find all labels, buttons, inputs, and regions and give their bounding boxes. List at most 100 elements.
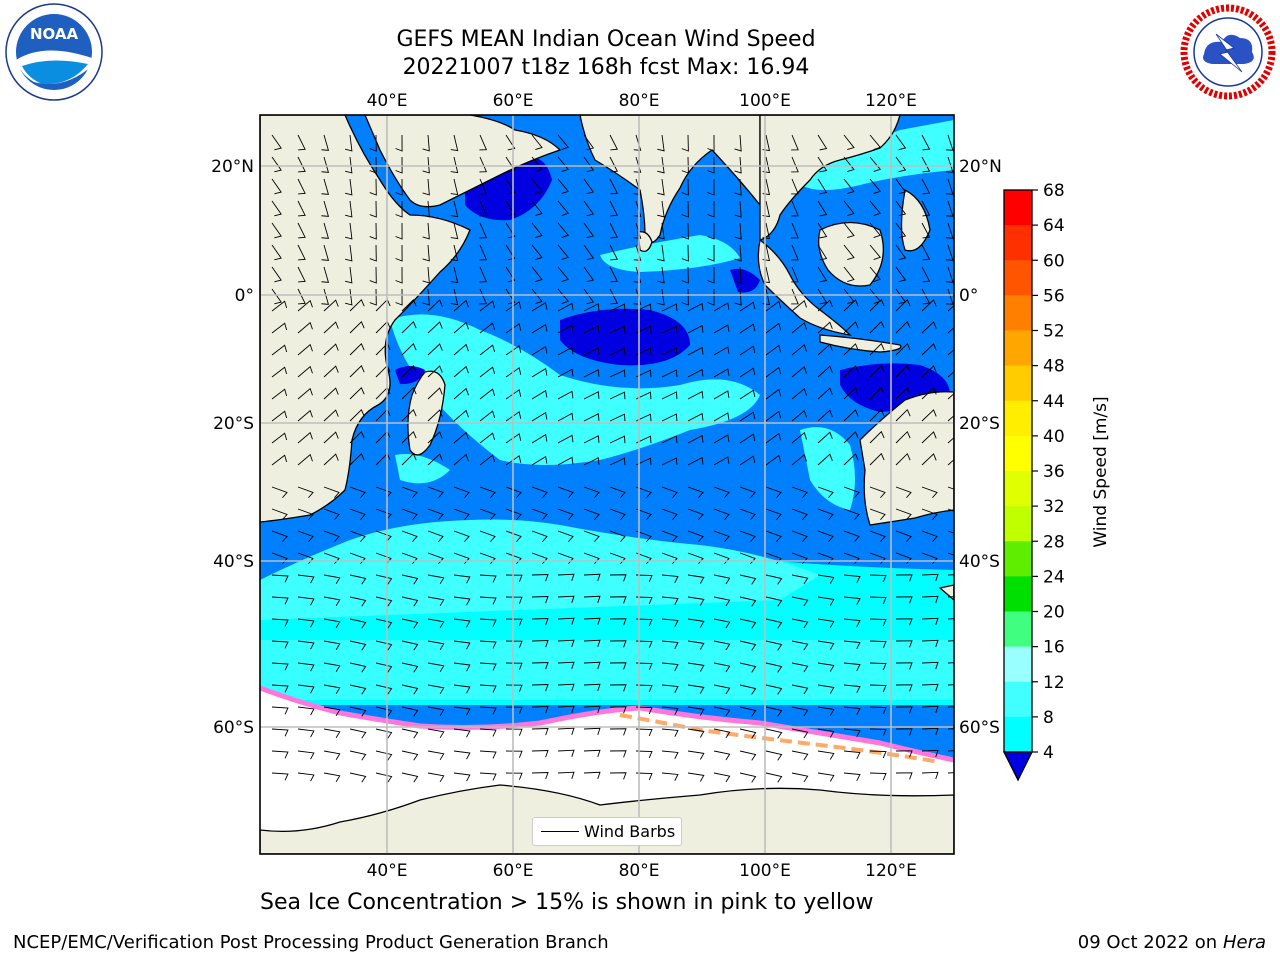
wind-barb bbox=[921, 749, 939, 758]
wind-barb bbox=[635, 435, 652, 444]
wind-barb bbox=[297, 618, 315, 628]
wind-barb bbox=[739, 596, 757, 607]
wind-barb bbox=[271, 322, 288, 334]
wind-barb bbox=[791, 662, 809, 673]
lat-label: 0° bbox=[959, 286, 978, 306]
wind-barb bbox=[869, 618, 887, 627]
wind-barb bbox=[453, 299, 469, 312]
wind-barb bbox=[479, 366, 496, 378]
wind-barb bbox=[479, 134, 488, 151]
wind-barb bbox=[765, 662, 783, 673]
map-panel bbox=[260, 115, 954, 854]
wind-barb bbox=[557, 771, 575, 779]
wind-barb bbox=[739, 301, 756, 312]
wind-barb bbox=[297, 574, 315, 584]
wind-barb bbox=[557, 661, 575, 669]
wind-barb bbox=[921, 727, 939, 736]
wind-barb bbox=[921, 343, 937, 356]
wind-barb bbox=[635, 640, 653, 649]
colorbar-segment bbox=[1004, 435, 1032, 472]
wind-barb bbox=[895, 364, 911, 378]
wind-barb bbox=[947, 305, 954, 312]
wind-barb bbox=[531, 433, 548, 444]
wind-barb bbox=[661, 391, 678, 400]
colorbar-under-arrow bbox=[1002, 751, 1034, 782]
wind-barb bbox=[401, 486, 418, 499]
wind-barb bbox=[453, 409, 469, 422]
wind-barb bbox=[895, 684, 913, 692]
wind-barb bbox=[422, 200, 430, 218]
wind-barb bbox=[395, 244, 403, 262]
wind-barb bbox=[271, 662, 289, 671]
wind-barb bbox=[450, 266, 459, 284]
wind-barb bbox=[271, 244, 282, 261]
wind-zone-south-cyan bbox=[260, 640, 954, 700]
footer-branch: NCEP/EMC/Verification Post Processing Pr… bbox=[13, 932, 609, 953]
wind-barb bbox=[583, 573, 601, 582]
wind-barb bbox=[349, 750, 367, 761]
wind-barb bbox=[739, 772, 757, 783]
wind-barb bbox=[843, 706, 861, 716]
wind-barb bbox=[661, 706, 679, 715]
wind-barb bbox=[609, 156, 619, 173]
wind-barb bbox=[453, 453, 469, 466]
colorbar-tick-label: 40 bbox=[1043, 427, 1065, 447]
wind-barb bbox=[297, 200, 306, 217]
wind-barb bbox=[531, 244, 543, 261]
wind-barb bbox=[921, 156, 931, 173]
wind-barb bbox=[713, 486, 730, 499]
map-frame bbox=[259, 114, 955, 855]
wind-barb bbox=[791, 706, 809, 717]
wind-barb bbox=[869, 684, 887, 693]
wind-barb bbox=[657, 178, 665, 196]
wind-barb bbox=[349, 640, 367, 651]
wind-barb bbox=[349, 530, 366, 543]
wind-barb bbox=[687, 530, 704, 543]
wind-barb bbox=[921, 288, 931, 305]
wind-barb bbox=[323, 596, 341, 607]
wind-barb bbox=[557, 727, 575, 735]
wind-barb bbox=[635, 457, 652, 466]
colorbar-segment bbox=[1004, 400, 1032, 437]
colorbar-segment bbox=[1004, 681, 1032, 718]
wind-barb bbox=[531, 618, 549, 626]
wind-barb bbox=[635, 662, 653, 671]
wind-barb bbox=[323, 772, 341, 783]
footer-host: Hera bbox=[1222, 932, 1266, 953]
wind-barb bbox=[479, 454, 496, 466]
wind-barb bbox=[557, 266, 569, 282]
wind-zone-12-16b bbox=[260, 519, 820, 620]
wind-barb bbox=[297, 266, 306, 283]
wind-barb bbox=[843, 156, 855, 173]
wind-barb bbox=[869, 156, 882, 172]
wind-barb bbox=[557, 156, 569, 172]
wind-barb bbox=[323, 706, 341, 717]
wind-barb bbox=[609, 288, 619, 305]
wind-barb bbox=[505, 134, 516, 151]
wind-barb bbox=[635, 486, 652, 499]
wind-barb bbox=[635, 750, 653, 759]
wind-barb bbox=[609, 435, 626, 444]
wind-barb bbox=[505, 367, 522, 378]
wind-barb bbox=[609, 508, 626, 521]
wind-barb bbox=[921, 134, 931, 151]
wind-barb bbox=[297, 508, 314, 521]
wind-barb bbox=[297, 772, 315, 782]
wind-barb bbox=[869, 662, 887, 671]
wind-barb bbox=[583, 200, 595, 217]
lat-labels-left: 20°N 0° 20°S 40°S 60°S bbox=[211, 157, 254, 738]
lat-label: 40°S bbox=[959, 552, 1000, 572]
wind-barb bbox=[734, 222, 742, 240]
wind-barb bbox=[427, 365, 443, 378]
wind-barb bbox=[349, 508, 366, 521]
wind-barb bbox=[661, 530, 678, 543]
wind-barb bbox=[713, 346, 730, 356]
wind-barb bbox=[505, 389, 522, 400]
wind-barb bbox=[895, 222, 907, 239]
wind-barb bbox=[583, 661, 601, 670]
wind-barb bbox=[583, 413, 600, 422]
wind-barb bbox=[765, 750, 783, 761]
wind-barb bbox=[271, 706, 289, 715]
wind-barb bbox=[635, 508, 652, 521]
colorbar-tick-label: 28 bbox=[1043, 532, 1065, 552]
